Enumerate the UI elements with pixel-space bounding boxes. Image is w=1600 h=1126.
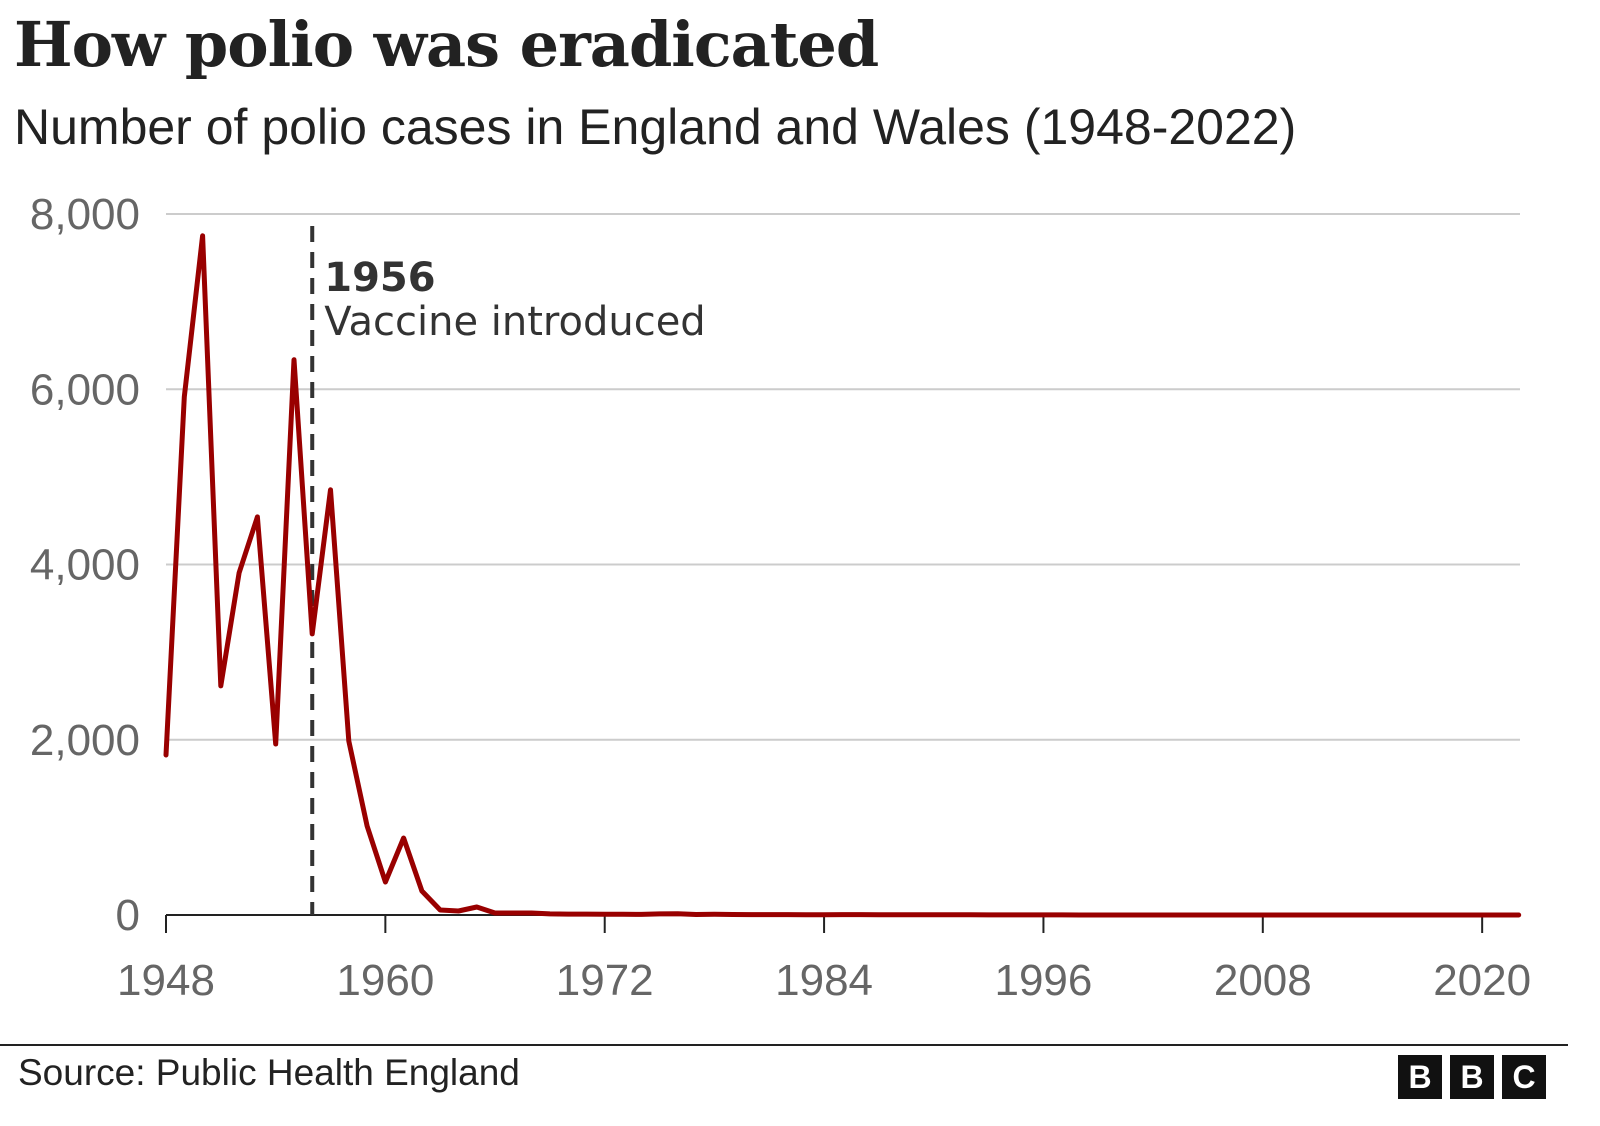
x-tick-label: 1948 <box>117 956 215 1005</box>
logo-letter: B <box>1450 1055 1494 1099</box>
chart-subtitle: Number of polio cases in England and Wal… <box>14 99 1297 155</box>
polio-cases-line <box>163 233 1522 918</box>
x-tick-label: 1960 <box>336 956 434 1005</box>
x-tick-label: 1984 <box>775 956 873 1005</box>
line-chart: 0 2,000 4,000 6,000 8,000 1948 1960 1972 1984 199… <box>30 190 1531 1005</box>
x-tick-label: 1972 <box>556 956 654 1005</box>
y-tick-label: 4,000 <box>30 541 140 590</box>
logo-letter: B <box>1398 1055 1442 1099</box>
bbc-logo: B B C <box>1398 1055 1546 1099</box>
annotation-year: 1956 <box>324 255 435 301</box>
source-note: Source: Public Health England <box>18 1052 520 1093</box>
y-tick-label: 8,000 <box>30 190 140 239</box>
x-tick-label: 2020 <box>1433 956 1531 1005</box>
x-tick-label: 2008 <box>1214 956 1312 1005</box>
footer-divider <box>0 1044 1568 1046</box>
chart-title: How polio was eradicated <box>14 8 879 81</box>
x-tick-label: 1996 <box>994 956 1092 1005</box>
y-tick-label: 2,000 <box>30 716 140 765</box>
annotation-label: Vaccine introduced <box>324 299 705 345</box>
y-tick-label: 0 <box>116 891 140 940</box>
y-tick-label: 6,000 <box>30 365 140 414</box>
logo-letter: C <box>1502 1055 1546 1099</box>
